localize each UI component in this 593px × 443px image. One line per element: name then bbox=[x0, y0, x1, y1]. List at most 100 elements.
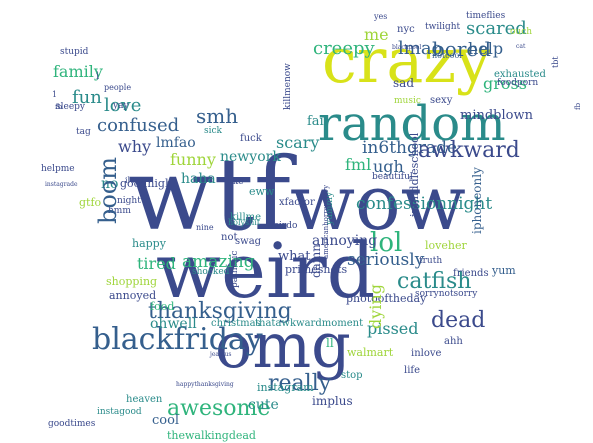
word-gross: gross bbox=[483, 74, 527, 93]
word-weirdo: weirdo bbox=[266, 221, 298, 231]
word-instagood: instagood bbox=[97, 407, 142, 417]
word-cool: cool bbox=[152, 413, 180, 428]
word-notcool: notcool bbox=[432, 51, 462, 60]
word-foodporn: foodporn bbox=[497, 78, 539, 88]
word-vertical-fb: fb bbox=[574, 102, 582, 110]
word-help: help bbox=[468, 39, 504, 58]
word-timeflies: timeflies bbox=[466, 11, 506, 21]
word-wow: wow bbox=[290, 158, 466, 247]
word-family: family bbox=[53, 62, 103, 81]
word-ilovit: ilovit bbox=[125, 176, 146, 185]
word-vertical-americanhorrorstory: americanhorrorstory bbox=[322, 184, 330, 259]
word-mindblown: mindblown bbox=[460, 108, 533, 123]
word-blackfriday: blackfriday bbox=[92, 322, 263, 357]
word-stop: stop bbox=[341, 370, 363, 381]
word-swag: swag bbox=[235, 236, 262, 247]
word-thatawkwardmoment: thatawkwardmoment bbox=[255, 318, 364, 329]
word-yay: yay bbox=[113, 101, 129, 111]
word-happy: happy bbox=[132, 237, 166, 250]
word-creepy: creepy bbox=[313, 38, 375, 59]
word-gtfo: gtfo bbox=[79, 196, 102, 209]
word-really: really bbox=[268, 371, 332, 396]
word-music: music bbox=[394, 96, 421, 106]
word-shocked: shocked bbox=[192, 267, 230, 277]
word-love: love bbox=[104, 95, 142, 116]
word-cat: cat bbox=[516, 43, 526, 50]
word-1: 1 bbox=[52, 90, 58, 99]
word-no: no bbox=[101, 176, 119, 192]
word-blackpool: blackpool bbox=[392, 44, 422, 51]
word-lmao: lmao bbox=[398, 38, 443, 59]
word-vertical-dying: dying bbox=[366, 284, 385, 329]
word-vertical-pathetic: pathetic bbox=[230, 250, 240, 288]
word-killme: killme bbox=[230, 212, 262, 223]
word-annoyed: annoyed bbox=[109, 289, 157, 302]
word-holyshit: holyshit bbox=[228, 218, 261, 227]
word-vertical-inmiddleschool: inmiddleschool bbox=[408, 132, 421, 217]
word-night: night bbox=[117, 196, 141, 206]
word-sorrynotsorry: sorrynotsorry bbox=[415, 289, 478, 299]
word-me: me bbox=[364, 25, 389, 44]
word-yes: yes bbox=[374, 12, 388, 21]
word-goodtimes: goodtimes bbox=[48, 419, 96, 429]
word-lol: lol bbox=[370, 228, 403, 258]
word-in6thgrade: in6thgrade bbox=[362, 138, 458, 158]
word-omg: omg bbox=[215, 309, 351, 382]
word-sick: sick bbox=[204, 126, 222, 136]
word-i: i bbox=[96, 71, 100, 82]
word-friends: friends bbox=[453, 268, 489, 279]
word-seriously: seriously bbox=[347, 250, 425, 270]
word-dead: dead bbox=[431, 308, 486, 333]
word-amazing: amazing bbox=[182, 252, 255, 272]
word-vertical-iphoneonly: iphoneonly bbox=[470, 167, 484, 234]
word-nine: nine bbox=[196, 223, 214, 232]
word-pissed: pissed bbox=[367, 319, 419, 338]
word-tired: tired bbox=[137, 254, 176, 273]
word-fuck: fuck bbox=[240, 133, 262, 144]
word-ll: ll bbox=[326, 336, 334, 350]
word-awkward: awkward bbox=[418, 138, 520, 163]
word-thanksgiving: thanksgiving bbox=[148, 299, 292, 324]
word-primeshots: primeshots bbox=[285, 263, 348, 276]
word-inlove: inlove bbox=[411, 348, 442, 359]
word-wtf: wtf bbox=[128, 136, 291, 253]
word-happythanksgiving: happythanksgiving bbox=[176, 381, 234, 388]
word-funny: funny bbox=[170, 150, 216, 169]
word-vertical-damn: damn bbox=[309, 244, 323, 278]
word-bored: bored bbox=[432, 37, 492, 61]
word-sad: sad bbox=[393, 76, 414, 90]
word-implus: implus bbox=[312, 394, 353, 408]
word-confused: confused bbox=[97, 115, 180, 136]
word-tag: tag bbox=[76, 127, 91, 137]
word-shopping: shopping bbox=[106, 275, 158, 288]
word-cute: cute bbox=[248, 397, 279, 413]
word-what: what bbox=[278, 249, 311, 264]
word-ahh: ahh bbox=[444, 336, 463, 347]
word-scary: scary bbox=[276, 133, 320, 152]
word-photooftheday: photooftheday bbox=[346, 292, 427, 305]
word-sexy: sexy bbox=[430, 95, 453, 106]
word-heaven: heaven bbox=[126, 394, 163, 405]
word-smh: smh bbox=[196, 104, 239, 128]
word-annoying: annoying bbox=[312, 233, 378, 249]
word-life: life bbox=[404, 365, 421, 376]
word-vertical-tbt: tbt bbox=[551, 56, 560, 68]
word-yum: yum bbox=[492, 264, 516, 277]
word-stupid: stupid bbox=[60, 47, 89, 57]
word-fail: fail bbox=[307, 114, 328, 129]
word-instagrade: instagrade bbox=[45, 181, 78, 188]
word-scared: scared bbox=[466, 18, 527, 39]
word-catfish: catfish bbox=[397, 269, 472, 294]
word-lmfao: lmfao bbox=[156, 135, 196, 151]
word-beautiful: beautiful bbox=[372, 172, 413, 182]
word-eww: eww bbox=[249, 185, 275, 198]
word-goodnight: goodnight bbox=[120, 177, 177, 190]
word-why: why bbox=[118, 137, 152, 156]
word-vertical-boom: boom bbox=[94, 156, 122, 224]
word-haha: haha bbox=[181, 171, 216, 187]
word-crazy: crazy bbox=[322, 24, 492, 97]
word-newyork: newyork bbox=[220, 149, 281, 165]
word-exhausted: exhausted bbox=[494, 69, 546, 80]
word-food: food bbox=[150, 300, 175, 313]
word-loveher: loveher bbox=[425, 239, 467, 252]
